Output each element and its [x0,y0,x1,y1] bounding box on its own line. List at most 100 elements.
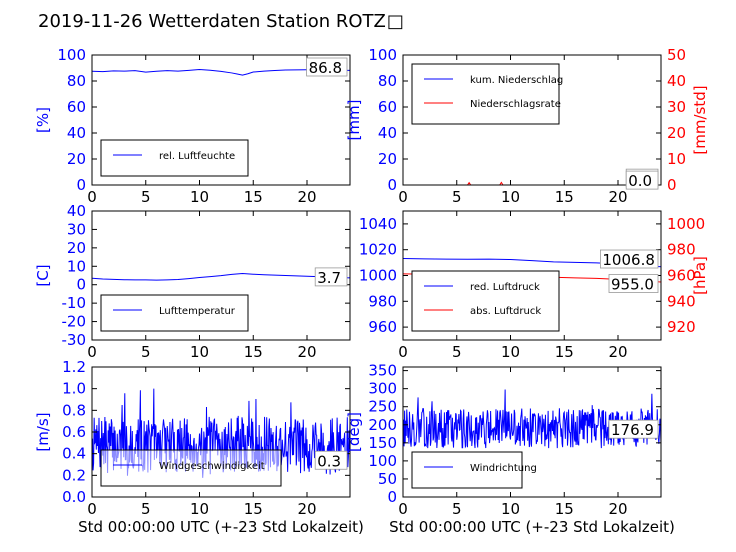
x-tick-label: 0 [398,343,408,361]
x-tick-label: 20 [608,500,627,518]
x-tick-label: 10 [501,188,520,206]
x-tick-label: 20 [297,500,316,518]
y-tick-label: 40 [378,124,397,142]
legend: kum. Niederschlag Niederschlagsrate [411,63,563,125]
y-right-tick-label: 920 [667,318,696,336]
y-tick-label: 200 [368,416,397,434]
y-right-axis-label: [hPa] [691,256,709,295]
y-tick-label: 30 [67,220,86,238]
x-tick-label: 0 [87,500,97,518]
legend: Lufttemperatur [100,294,249,332]
y-tick-label: 0.0 [62,488,86,506]
x-axis-label: Std 00:00:00 UTC (+-23 Std Lokalzeit) [389,518,675,536]
legend: rel. Luftfeuchte [100,139,249,177]
y-axis-label: [deg] [345,412,363,452]
series-line-rel-luftfeuchte [92,69,350,76]
y-right-tick-label: 40 [667,72,686,90]
y-tick-label: 250 [368,398,397,416]
y-tick-label: 20 [67,150,86,168]
y-right-tick-label: 20 [667,124,686,142]
y-tick-label: 20 [67,239,86,257]
value-box-left-frame [306,57,348,77]
value-box-left-frame [314,450,348,470]
y-axis-label: [mm] [345,100,363,141]
y-tick-label: 0 [387,176,397,194]
y-tick-label: -30 [62,331,87,349]
panel-temperature: 0 5 10 15 20-30-20-10010203040[C]Lufttempera… [34,202,351,361]
y-tick-label: 50 [378,470,397,488]
y-tick-label: 0.8 [62,401,86,419]
y-tick-label: 10 [67,257,86,275]
x-tick-label: 15 [244,343,263,361]
y-right-tick-label: 960 [667,267,696,285]
y-right-tick-label: 0 [667,176,677,194]
panel-precip: 0 5 10 15 20 0 20 40 60 80 100 [mm] 0 10 20 30 40 50 [mm/s… [345,46,709,206]
legend-label: red. Luftdruck [470,282,540,293]
value-box-left: 86.8 [309,59,342,77]
x-tick-label: 5 [452,500,462,518]
legend-box [411,451,523,489]
value-box-left-frame [314,267,348,287]
x-tick-label: 10 [190,343,209,361]
value-box-left: 1006.8 [602,251,655,269]
figure-title-glyph: □ [387,11,404,32]
legend: red. Luftdruck abs. Luftdruck [411,270,560,332]
x-tick-label: 15 [244,500,263,518]
y-tick-label: 350 [368,362,397,380]
value-box-left: 3.7 [317,269,341,287]
x-tick-label: 15 [555,343,574,361]
y-tick-label: 300 [368,380,397,398]
value-box-left: 176.9 [611,421,654,439]
y-axis-label: [%] [34,107,52,133]
y-tick-label: 100 [368,452,397,470]
value-box-right: 0.0 [628,172,652,190]
y-tick-label: 60 [67,98,86,116]
y-tick-label: 980 [368,292,397,310]
y-tick-label: 100 [57,46,86,64]
y-tick-label: 0 [76,276,86,294]
y-axis-label: [C] [34,264,52,286]
figure-title-text: 2019-11-26 Wetterdaten Station ROTZ [38,11,386,32]
x-tick-label: 10 [190,500,209,518]
x-tick-label: 10 [190,188,209,206]
value-box-left: 0.3 [317,452,341,470]
legend-box [100,139,249,177]
x-tick-label: 20 [608,188,627,206]
panel-pressure: 0 5 10 15 20 960 980 1000 1020 1040 920 940 960 980 10… [359,210,709,361]
x-tick-label: 5 [452,343,462,361]
x-tick-label: 15 [244,188,263,206]
x-tick-label: 5 [141,343,151,361]
y-tick-label: 1020 [359,241,397,259]
legend-label: Windrichtung [470,463,537,474]
y-tick-label: 40 [67,124,86,142]
legend-box [411,270,560,332]
plot-frame [402,366,662,498]
y-tick-label: 100 [368,46,397,64]
figure-title: 2019-11-26 Wetterdaten Station ROTZ□ [38,11,404,32]
x-tick-label: 5 [452,188,462,206]
value-box-right-frame [608,274,659,293]
legend: Windrichtung [411,451,537,489]
y-tick-label: 0.4 [62,445,86,463]
series-line-windrichtung [403,389,661,449]
x-tick-label: 10 [501,343,520,361]
y-tick-label: 1040 [359,215,397,233]
legend-label: abs. Luftdruck [470,306,541,317]
x-tick-label: 0 [398,500,408,518]
x-tick-label: 15 [555,188,574,206]
x-axis-label: Std 00:00:00 UTC (+-23 Std Lokalzeit) [78,518,364,536]
value-box-right: 955.0 [611,276,654,294]
y-tick-label: -10 [62,294,87,312]
y-tick-label: 0.2 [62,466,86,484]
plot-frame [91,210,351,341]
legend-label: Niederschlagsrate [470,99,561,110]
y-right-axis-label: [mm/std] [691,85,709,154]
y-right-tick-label: 50 [667,46,686,64]
legend-label: Lufttemperatur [159,306,236,317]
y-tick-label: 1000 [359,267,397,285]
legend-box [100,294,249,332]
x-tick-label: 5 [141,188,151,206]
